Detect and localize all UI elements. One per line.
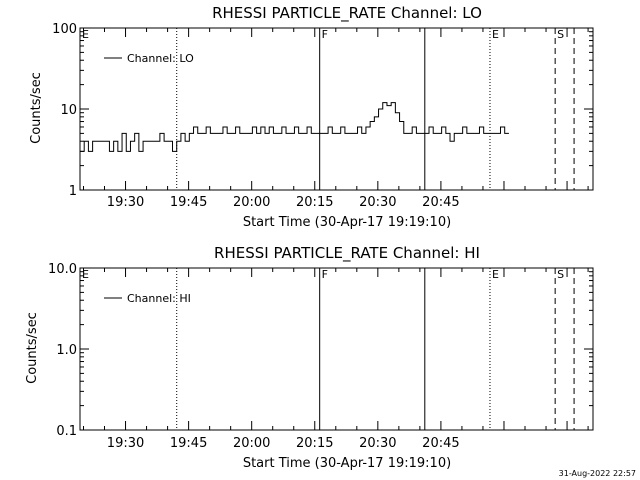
x-tick-label: 19:45 xyxy=(170,195,207,210)
x-tick-label: 20:15 xyxy=(296,436,333,451)
x-tick-label: 20:45 xyxy=(422,195,459,210)
x-tick-label: 20:30 xyxy=(359,195,396,210)
x-axis-label-hi: Start Time (30-Apr-17 19:19:10) xyxy=(243,456,451,471)
plot-panel-lo: 1 10 100 19:30 19:45 20:00 20:15 20:30 20:45 E F E S… xyxy=(52,22,594,210)
event-marker-label: E xyxy=(492,268,499,281)
y-tick-label: 100 xyxy=(52,22,77,37)
x-tick-label: 20:00 xyxy=(233,195,270,210)
x-tick-label: 20:00 xyxy=(233,436,270,451)
x-tick-label: 20:30 xyxy=(359,436,396,451)
x-tick-label: 19:30 xyxy=(107,436,144,451)
chart-title-lo: RHESSI PARTICLE_RATE Channel: LO xyxy=(212,4,482,23)
y-tick-label: 10.0 xyxy=(48,262,77,277)
x-tick-label: 20:45 xyxy=(422,436,459,451)
event-marker-label: S xyxy=(557,268,564,281)
event-marker-label: F xyxy=(322,28,328,41)
y-tick-label: 1.0 xyxy=(56,343,77,358)
x-tick-label: 20:15 xyxy=(296,195,333,210)
event-marker-label: E xyxy=(82,268,89,281)
event-marker-label: E xyxy=(82,28,89,41)
y-axis-label-lo: Counts/sec xyxy=(29,72,44,144)
y-axis-label-hi: Counts/sec xyxy=(25,312,40,384)
y-tick-label: 0.1 xyxy=(56,424,77,439)
event-marker-label: S xyxy=(557,28,564,41)
series-line xyxy=(80,102,509,152)
legend-label: Channel: HI xyxy=(127,292,191,305)
x-tick-label: 19:30 xyxy=(107,195,144,210)
legend-label: Channel: LO xyxy=(127,52,194,65)
plot-panel-hi: 0.1 1.0 10.0 19:30 19:45 20:00 20:15 20:30 20:45… xyxy=(48,262,594,451)
event-marker-label: E xyxy=(492,28,499,41)
x-tick-label: 19:45 xyxy=(170,436,207,451)
event-marker-label: F xyxy=(322,268,328,281)
chart-title-hi: RHESSI PARTICLE_RATE Channel: HI xyxy=(214,244,480,263)
date-stamp: 31-Aug-2022 22:57 xyxy=(559,469,636,478)
x-axis-label-lo: Start Time (30-Apr-17 19:19:10) xyxy=(243,215,451,230)
y-tick-label: 1 xyxy=(69,184,77,199)
y-tick-label: 10 xyxy=(60,103,77,118)
